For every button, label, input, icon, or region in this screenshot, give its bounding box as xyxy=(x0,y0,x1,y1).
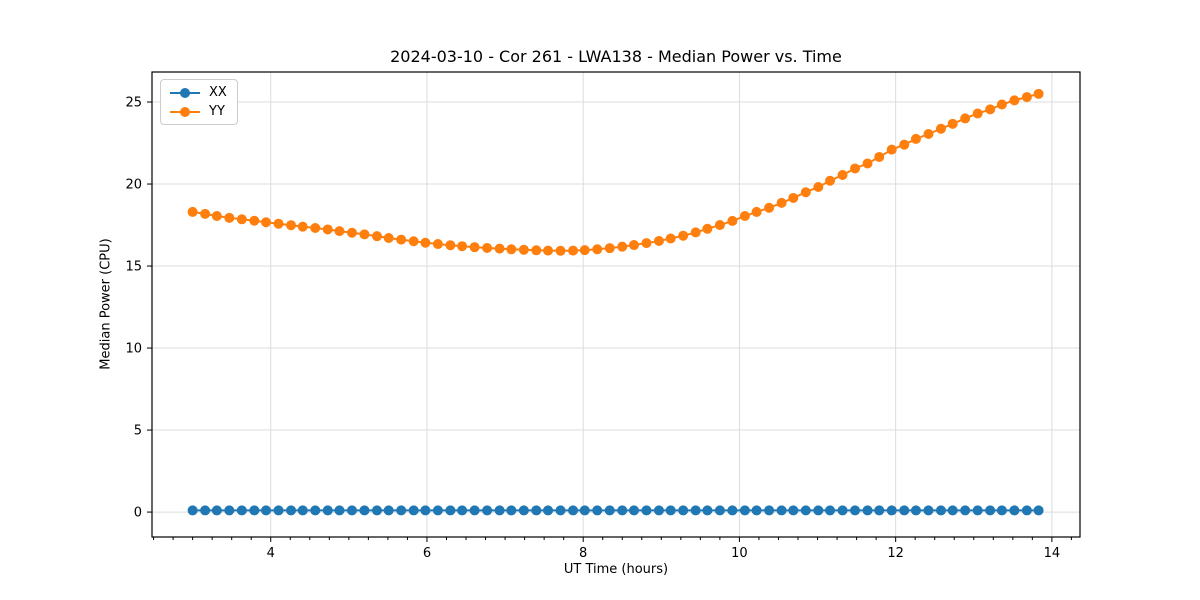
x-tick-label: 6 xyxy=(423,546,431,561)
legend: XX YY xyxy=(160,79,238,125)
legend-item-yy: YY xyxy=(169,104,227,119)
plot-border xyxy=(151,71,1081,538)
series-xx-markers xyxy=(187,505,1044,516)
legend-item-xx: XX xyxy=(169,85,227,100)
x-tick-label: 8 xyxy=(579,546,587,561)
legend-label-yy: YY xyxy=(209,104,225,119)
legend-marker-xx-icon xyxy=(170,87,200,98)
y-tick-label: 10 xyxy=(125,342,142,357)
series-xx xyxy=(187,505,1044,516)
y-tick-label: 5 xyxy=(134,424,142,439)
chart-title: 2024-03-10 - Cor 261 - LWA138 - Median P… xyxy=(390,47,842,66)
series-yy xyxy=(187,88,1044,256)
legend-label-xx: XX xyxy=(209,85,227,100)
x-tick-label: 10 xyxy=(731,546,748,561)
x-tick-label: 4 xyxy=(267,546,275,561)
y-tick-label: 0 xyxy=(134,506,142,521)
y-tick-label: 15 xyxy=(125,260,142,275)
x-axis-label: UT Time (hours) xyxy=(563,562,669,577)
gridlines xyxy=(152,72,1080,537)
x-tick-label: 14 xyxy=(1044,546,1061,561)
y-tick-label: 25 xyxy=(125,96,142,111)
series-yy-line xyxy=(192,92,1039,252)
y-tick-label: 20 xyxy=(125,178,142,193)
series-yy-markers xyxy=(187,88,1044,256)
axis-ticks xyxy=(147,101,1072,542)
x-tick-label: 12 xyxy=(887,546,904,561)
tick-labels: 4 6 8 10 12 14 0 5 10 15 20 25 xyxy=(125,96,1060,561)
legend-marker-yy-icon xyxy=(170,106,200,117)
